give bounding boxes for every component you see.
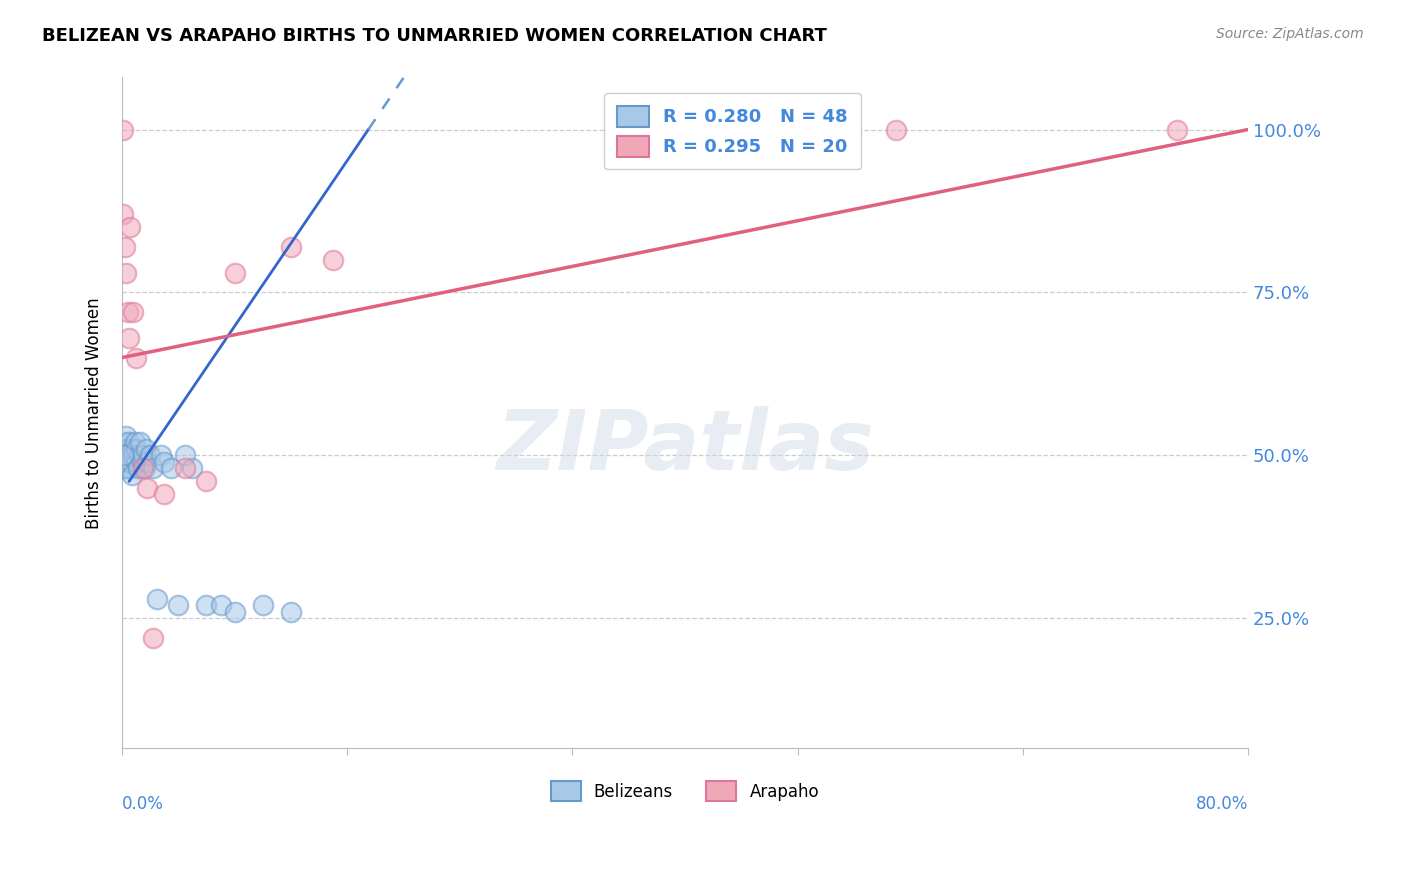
Point <box>115 266 138 280</box>
Point <box>132 448 155 462</box>
Text: ZIPatlas: ZIPatlas <box>496 406 875 487</box>
Point <box>128 448 150 462</box>
Text: Source: ZipAtlas.com: Source: ZipAtlas.com <box>1216 27 1364 41</box>
Point <box>115 448 138 462</box>
Point <box>120 448 142 462</box>
Text: BELIZEAN VS ARAPAHO BIRTHS TO UNMARRIED WOMEN CORRELATION CHART: BELIZEAN VS ARAPAHO BIRTHS TO UNMARRIED … <box>42 27 827 45</box>
Point <box>115 442 138 456</box>
Point <box>224 266 246 280</box>
Point <box>132 461 155 475</box>
Point <box>112 442 135 456</box>
Point <box>252 598 274 612</box>
Point <box>122 305 145 319</box>
Point <box>280 240 302 254</box>
Point <box>114 448 136 462</box>
Point <box>135 442 157 456</box>
Point <box>112 448 135 462</box>
Point <box>121 442 143 456</box>
Text: 80.0%: 80.0% <box>1195 796 1249 814</box>
Point <box>209 598 232 612</box>
Point <box>117 442 139 456</box>
Point <box>167 598 190 612</box>
Point <box>131 455 153 469</box>
Point <box>112 455 135 469</box>
Point <box>160 461 183 475</box>
Point <box>117 448 139 462</box>
Point <box>112 461 135 475</box>
Point <box>118 331 141 345</box>
Legend: Belizeans, Arapaho: Belizeans, Arapaho <box>544 774 827 807</box>
Point <box>150 448 173 462</box>
Point <box>129 435 152 450</box>
Point <box>884 122 907 136</box>
Point <box>1166 122 1188 136</box>
Point <box>120 220 142 235</box>
Point <box>120 455 142 469</box>
Point <box>114 455 136 469</box>
Point <box>127 461 149 475</box>
Y-axis label: Births to Unmarried Women: Births to Unmarried Women <box>86 297 103 529</box>
Point <box>122 448 145 462</box>
Point <box>174 461 197 475</box>
Text: 0.0%: 0.0% <box>122 796 165 814</box>
Point <box>112 448 135 462</box>
Point <box>125 442 148 456</box>
Point <box>112 122 135 136</box>
Point <box>112 207 135 221</box>
Point <box>322 252 344 267</box>
Point <box>280 605 302 619</box>
Point <box>124 435 146 450</box>
Point <box>181 461 204 475</box>
Point <box>114 435 136 450</box>
Point <box>136 455 159 469</box>
Point <box>118 435 141 450</box>
Point <box>136 481 159 495</box>
Point <box>114 240 136 254</box>
Point <box>195 598 218 612</box>
Point <box>142 461 165 475</box>
Point <box>125 455 148 469</box>
Point <box>153 455 176 469</box>
Point <box>118 461 141 475</box>
Point <box>117 455 139 469</box>
Point <box>115 429 138 443</box>
Point <box>224 605 246 619</box>
Point <box>121 467 143 482</box>
Point <box>125 351 148 365</box>
Point <box>153 487 176 501</box>
Point <box>195 475 218 489</box>
Point <box>139 448 162 462</box>
Point <box>115 461 138 475</box>
Point <box>174 448 197 462</box>
Point <box>117 305 139 319</box>
Point <box>146 591 169 606</box>
Point <box>134 461 156 475</box>
Point <box>142 631 165 645</box>
